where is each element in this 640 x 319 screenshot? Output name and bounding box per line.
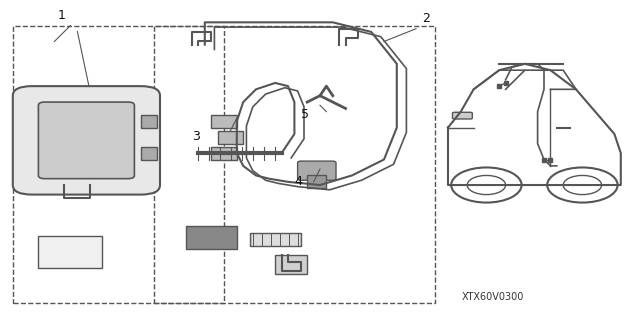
Bar (186, 226, 237, 249)
Text: 3: 3 (192, 130, 200, 143)
Bar (275, 255, 307, 274)
FancyBboxPatch shape (13, 86, 160, 195)
Bar (141, 147, 157, 160)
Bar (250, 233, 301, 246)
Bar (141, 115, 157, 128)
FancyBboxPatch shape (298, 161, 336, 180)
Text: 1: 1 (58, 9, 65, 22)
Text: 2: 2 (422, 12, 430, 25)
Text: 4: 4 (294, 175, 302, 188)
Bar (307, 175, 326, 188)
FancyBboxPatch shape (452, 112, 472, 119)
Bar (218, 131, 243, 144)
Bar (38, 236, 102, 268)
Bar (211, 115, 237, 128)
Bar (211, 147, 237, 160)
FancyBboxPatch shape (38, 102, 134, 179)
Bar (154, 26, 435, 303)
Text: 5: 5 (301, 108, 308, 121)
Text: XTX60V0300: XTX60V0300 (461, 292, 524, 302)
Bar (13, 26, 224, 303)
